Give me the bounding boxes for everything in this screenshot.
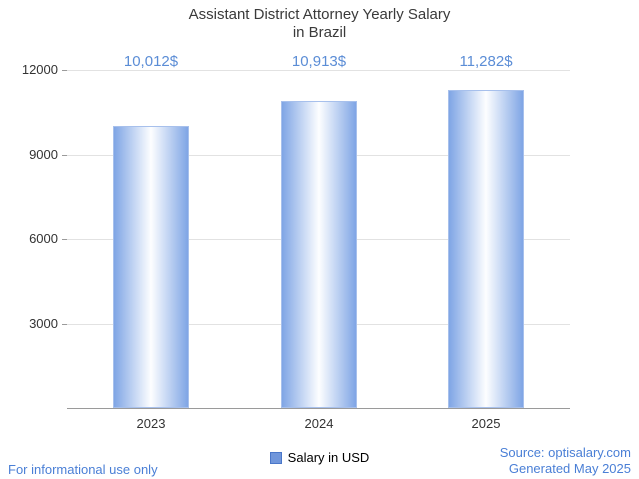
- y-axis-label: 6000: [29, 231, 58, 246]
- y-axis-tick: [62, 155, 67, 156]
- x-axis-label: 2025: [471, 416, 501, 431]
- chart-title: Assistant District Attorney Yearly Salar…: [0, 6, 639, 42]
- y-axis-label: 12000: [21, 62, 58, 77]
- gridline: [67, 70, 570, 71]
- y-axis-tick: [62, 239, 67, 240]
- x-axis-label: 2024: [304, 416, 334, 431]
- y-axis-tick: [62, 70, 67, 71]
- bar: [281, 101, 357, 408]
- y-axis-tick: [62, 324, 67, 325]
- bar-value-label: 10,012$: [123, 53, 179, 70]
- disclaimer-text: For informational use only: [8, 462, 158, 477]
- x-axis-label: 2023: [136, 416, 166, 431]
- legend-label: Salary in USD: [287, 450, 370, 465]
- footer-source-block: Source: optisalary.com Generated May 202…: [331, 445, 631, 477]
- chart-legend: Salary in USD: [0, 450, 639, 465]
- bar-value-label: 11,282$: [459, 53, 513, 70]
- bar: [448, 90, 524, 408]
- chart-title-line1: Assistant District Attorney Yearly Salar…: [188, 6, 451, 23]
- y-axis-label: 9000: [29, 147, 58, 162]
- x-axis-line: [67, 408, 570, 409]
- bar-value-label: 10,913$: [291, 53, 347, 70]
- bar: [113, 126, 189, 408]
- source-link[interactable]: Source: optisalary.com: [499, 445, 631, 460]
- generated-date: Generated May 2025: [508, 461, 631, 476]
- legend-marker-icon: [269, 451, 282, 464]
- y-axis-label: 3000: [29, 316, 58, 331]
- chart-title-line2: in Brazil: [292, 24, 347, 41]
